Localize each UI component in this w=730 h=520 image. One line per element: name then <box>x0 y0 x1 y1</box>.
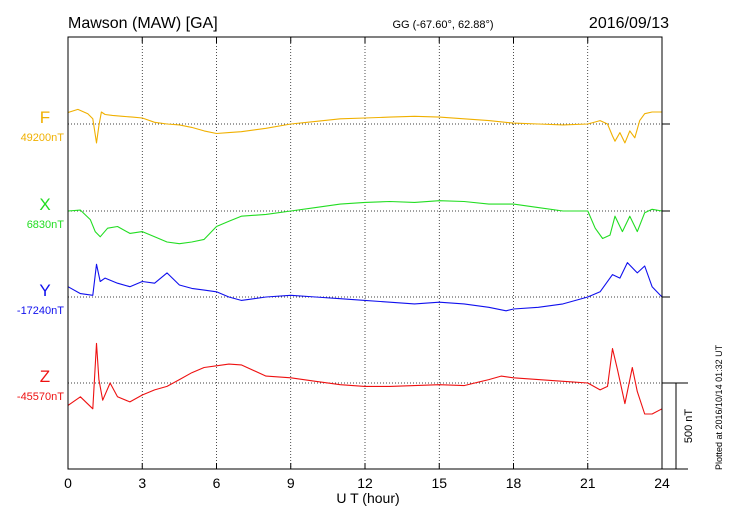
series-labels: F 49200nT X 6830nT Y -17240nT Z -45570nT <box>17 108 64 403</box>
scale-bar: 500 nT <box>662 382 695 470</box>
series-baseline-z: -45570nT <box>17 391 64 403</box>
station-title: Mawson (MAW) [GA] <box>68 15 218 32</box>
series-line-z <box>67 342 663 415</box>
series-name-z: Z <box>40 367 50 386</box>
x-tick-label: 18 <box>506 475 522 491</box>
series-traces <box>67 108 663 415</box>
station-coordinates: GG (-67.60°, 62.88°) <box>392 19 493 31</box>
x-tick-label: 0 <box>64 475 72 491</box>
series-line-f <box>67 108 662 144</box>
scale-bar-label: 500 nT <box>683 409 695 444</box>
x-axis: 0 3 6 9 12 15 18 21 24 <box>64 37 670 491</box>
date-label: 2016/09/13 <box>589 15 669 32</box>
grid-lines <box>141 37 589 469</box>
x-tick-label: 15 <box>431 475 447 491</box>
plotted-at-note: Plotted at 2016/10/14 01:32 UT <box>714 344 724 470</box>
series-baseline-f: 49200nT <box>21 132 65 144</box>
series-name-y: Y <box>39 281 50 300</box>
x-tick-label: 24 <box>654 475 670 491</box>
x-tick-label: 12 <box>357 475 373 491</box>
series-baseline-y: -17240nT <box>17 305 64 317</box>
x-tick-label: 9 <box>287 475 295 491</box>
series-baseline-x: 6830nT <box>27 219 65 231</box>
x-tick-label: 6 <box>213 475 221 491</box>
x-axis-label: U T (hour) <box>336 490 399 506</box>
baselines <box>68 123 670 384</box>
series-name-x: X <box>39 195 50 214</box>
x-tick-label: 3 <box>138 475 146 491</box>
series-line-x <box>67 200 663 245</box>
series-line-y <box>67 262 663 312</box>
x-tick-label: 21 <box>580 475 596 491</box>
series-name-f: F <box>40 108 50 127</box>
